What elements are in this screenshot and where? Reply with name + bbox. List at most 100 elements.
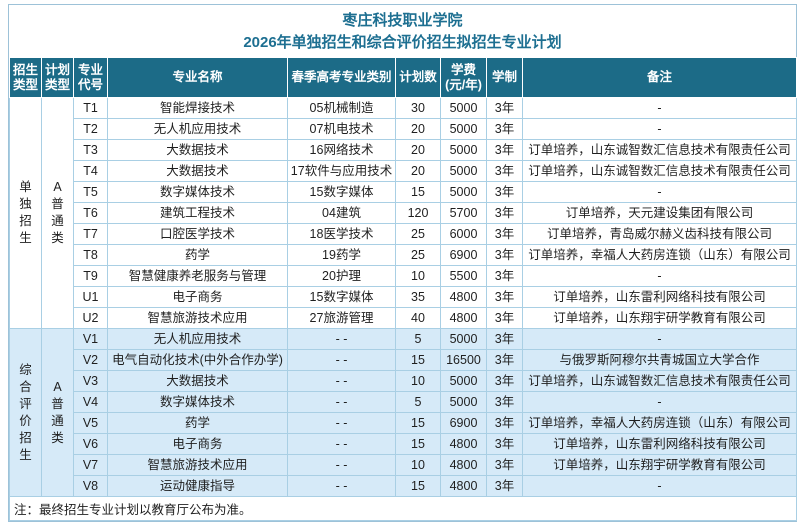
- cell-fee: 6000: [440, 223, 487, 245]
- table-row: V3 大数据技术 - -10 5000 3年 订单培养，山东诚智数汇信息技术有限责任公司: [10, 370, 797, 392]
- cell-code: T5: [73, 181, 108, 203]
- cell-fee: 5000: [440, 391, 487, 413]
- cell-years: 3年: [486, 433, 523, 455]
- cell-code: V1: [73, 328, 108, 350]
- cell-fee: 4800: [440, 475, 487, 497]
- cell-remark: 订单培养，幸福人大药房连锁（山东）有限公司: [522, 412, 797, 434]
- table-row: T7 口腔医学技术 18医学技术 25 6000 3年 订单培养，青岛威尔赫义齿科技有限公司: [10, 223, 797, 245]
- cell-plan: 15: [395, 412, 441, 434]
- cell-remark: 订单培养，山东雷利网络科技有限公司: [522, 286, 797, 308]
- plan-title: 2026年单独招生和综合评价招生拟招生专业计划: [243, 34, 562, 51]
- cell-code: V2: [73, 349, 108, 371]
- cell-plan: 15: [395, 475, 441, 497]
- column-header: 招生 类型: [9, 57, 42, 98]
- cell-remark: -: [522, 118, 797, 140]
- cell-major: 无人机应用技术: [107, 328, 288, 350]
- table-row: V2 电气自动化技术(中外合作办学) - -15 16500 3年 与俄罗斯阿穆尔共青城国…: [10, 349, 797, 371]
- cell-plan: 10: [395, 265, 441, 287]
- cell-category: - -: [287, 475, 396, 497]
- cell-major: 无人机应用技术: [107, 118, 288, 140]
- cell-fee: 5000: [440, 118, 487, 140]
- cell-plan: 25: [395, 223, 441, 245]
- cell-major: 药学: [107, 244, 288, 266]
- table-row: U1 电子商务 15数字媒体 35 4800 3年 订单培养，山东雷利网络科技有限公司: [10, 286, 797, 308]
- cell-major: 大数据技术: [107, 370, 288, 392]
- cell-remark: 订单培养，山东雷利网络科技有限公司: [522, 433, 797, 455]
- cell-category: - -: [287, 433, 396, 455]
- cell-years: 3年: [486, 370, 523, 392]
- cell-major: 智慧旅游技术应用: [107, 454, 288, 476]
- cell-code: U2: [73, 307, 108, 329]
- cell-major: 数字媒体技术: [107, 391, 288, 413]
- cell-code: V3: [73, 370, 108, 392]
- cell-major: 建筑工程技术: [107, 202, 288, 224]
- cell-remark: 订单培养，青岛威尔赫义齿科技有限公司: [522, 223, 797, 245]
- cell-years: 3年: [486, 97, 523, 119]
- cell-remark: 订单培养，山东诚智数汇信息技术有限责任公司: [522, 139, 797, 161]
- cell-category: - -: [287, 391, 396, 413]
- cell-code: T8: [73, 244, 108, 266]
- plan-type-cell: A 普 通 类: [41, 328, 74, 497]
- cell-plan: 15: [395, 433, 441, 455]
- cell-major: 电气自动化技术(中外合作办学): [107, 349, 288, 371]
- cell-fee: 5000: [440, 181, 487, 203]
- cell-fee: 5000: [440, 328, 487, 350]
- table-row: V7 智慧旅游技术应用 - -10 4800 3年 订单培养，山东翔宇研学教育有限公司: [10, 454, 797, 476]
- cell-category: - -: [287, 370, 396, 392]
- cell-plan: 10: [395, 370, 441, 392]
- cell-years: 3年: [486, 412, 523, 434]
- cell-category: 15数字媒体: [287, 286, 396, 308]
- cell-category: 27旅游管理: [287, 307, 396, 329]
- cell-remark: 订单培养，山东诚智数汇信息技术有限责任公司: [522, 370, 797, 392]
- cell-code: T9: [73, 265, 108, 287]
- cell-category: - -: [287, 454, 396, 476]
- column-header: 学费 (元/年): [440, 57, 487, 98]
- cell-category: 07机电技术: [287, 118, 396, 140]
- cell-code: V6: [73, 433, 108, 455]
- cell-category: - -: [287, 412, 396, 434]
- cell-category: 18医学技术: [287, 223, 396, 245]
- enrollment-plan-sheet: 枣庄科技职业学院 2026年单独招生和综合评价招生拟招生专业计划 招生 类型 计划…: [8, 4, 797, 522]
- cell-major: 大数据技术: [107, 139, 288, 161]
- table-row: T3 大数据技术 16网络技术 20 5000 3年 订单培养，山东诚智数汇信息技术有限责任…: [10, 139, 797, 161]
- table-row: T6 建筑工程技术 04建筑 120 5700 3年 订单培养，天元建设集团有限公司: [10, 202, 797, 224]
- cell-code: T2: [73, 118, 108, 140]
- cell-remark: 订单培养，山东诚智数汇信息技术有限责任公司: [522, 160, 797, 182]
- cell-category: 19药学: [287, 244, 396, 266]
- cell-category: 16网络技术: [287, 139, 396, 161]
- enrollment-plan-table: 招生 类型 计划 类型 专业 代号 专业名称 春季高考专业类别 计划数 学费 (元/年) 学制…: [9, 57, 797, 521]
- column-header: 备注: [522, 57, 797, 98]
- column-header: 专业 代号: [73, 57, 108, 98]
- cell-category: 04建筑: [287, 202, 396, 224]
- cell-major: 智慧健康养老服务与管理: [107, 265, 288, 287]
- cell-plan: 35: [395, 286, 441, 308]
- cell-remark: 订单培养，天元建设集团有限公司: [522, 202, 797, 224]
- cell-years: 3年: [486, 202, 523, 224]
- cell-major: 药学: [107, 412, 288, 434]
- cell-category: - -: [287, 349, 396, 371]
- cell-plan: 20: [395, 160, 441, 182]
- cell-plan: 15: [395, 349, 441, 371]
- cell-category: 05机械制造: [287, 97, 396, 119]
- column-header: 计划数: [395, 57, 441, 98]
- column-header: 春季高考专业类别: [287, 57, 396, 98]
- plan-type-cell: A 普 通 类: [41, 97, 74, 329]
- cell-plan: 5: [395, 328, 441, 350]
- table-row: T2 无人机应用技术 07机电技术 20 5000 3年 -: [10, 118, 797, 140]
- cell-code: V4: [73, 391, 108, 413]
- cell-remark: -: [522, 181, 797, 203]
- cell-category: 15数字媒体: [287, 181, 396, 203]
- cell-plan: 120: [395, 202, 441, 224]
- cell-years: 3年: [486, 349, 523, 371]
- cell-code: T7: [73, 223, 108, 245]
- cell-code: V8: [73, 475, 108, 497]
- column-header: 学制: [486, 57, 523, 98]
- column-header: 计划 类型: [41, 57, 74, 98]
- cell-years: 3年: [486, 160, 523, 182]
- cell-plan: 20: [395, 118, 441, 140]
- cell-plan: 10: [395, 454, 441, 476]
- cell-plan: 40: [395, 307, 441, 329]
- cell-code: T6: [73, 202, 108, 224]
- cell-category: 20护理: [287, 265, 396, 287]
